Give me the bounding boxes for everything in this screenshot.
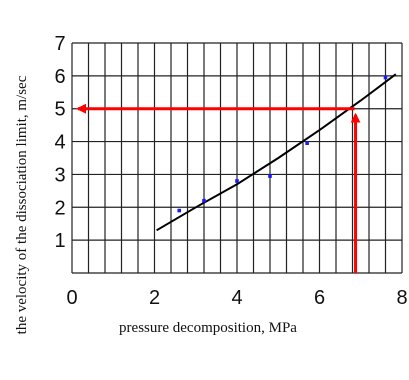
- y-tick-label: 1: [54, 230, 65, 252]
- x-tick-label: 0: [66, 287, 77, 309]
- data-point: [235, 179, 239, 183]
- y-tick-label: 4: [54, 132, 65, 154]
- grid: [71, 42, 403, 274]
- x-axis-label: pressure decomposition, MPa: [119, 320, 297, 336]
- points: [177, 75, 388, 213]
- data-point: [202, 198, 206, 203]
- fit-curve: [156, 73, 397, 232]
- x-ticks: 0 2 4 6 8: [66, 287, 407, 309]
- y-tick-label: 6: [54, 66, 65, 88]
- y-tick-label: 5: [54, 99, 65, 121]
- y-ticks: 1 2 3 4 5 6 7: [54, 33, 65, 252]
- fit-curve-layer: [156, 73, 397, 232]
- y-tick-label: 7: [54, 33, 65, 55]
- data-point: [268, 174, 272, 178]
- y-axis-label: the velocity of the dissociation limit, …: [14, 75, 30, 334]
- y-tick-label: 2: [54, 197, 65, 219]
- x-tick-label: 8: [396, 287, 407, 309]
- data-point: [383, 75, 388, 80]
- x-tick-label: 2: [149, 287, 160, 309]
- y-tick-label: 3: [54, 164, 65, 186]
- x-tick-label: 4: [231, 287, 242, 309]
- data-point: [177, 208, 182, 213]
- data-point: [305, 141, 309, 146]
- x-tick-label: 6: [314, 287, 325, 309]
- annotation: [76, 103, 361, 273]
